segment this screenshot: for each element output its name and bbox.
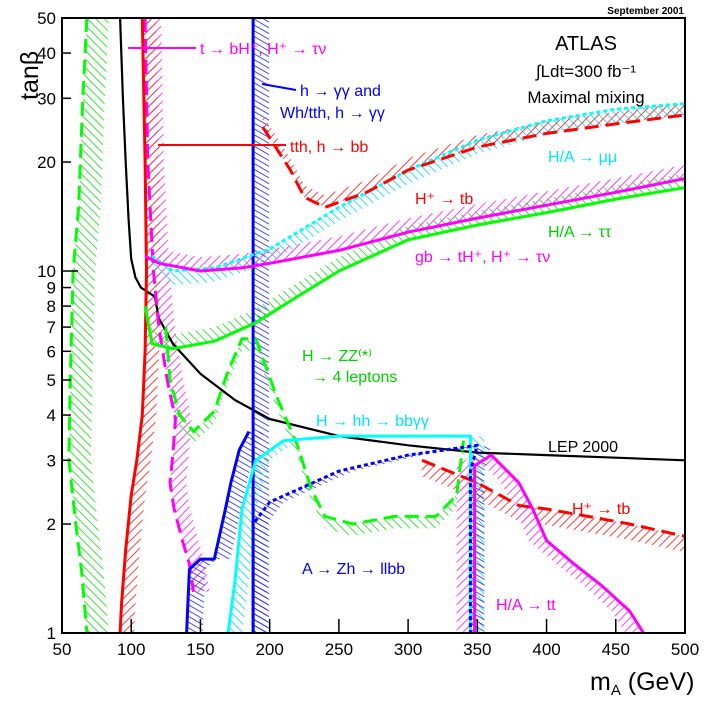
x-tick-label: 150 <box>186 640 214 659</box>
series-curve <box>185 430 251 633</box>
exclusion-hatch <box>262 102 685 208</box>
y-tick-label: 5 <box>47 371 56 390</box>
label-hhh: H → hh → bbγγ <box>316 413 429 430</box>
x-tick-label: 500 <box>671 640 699 659</box>
label-tth: tth, h → bb <box>290 139 368 156</box>
x-axis-label: mA (GeV) <box>590 668 694 699</box>
label-htb-low: H⁺ → tb <box>572 501 630 518</box>
y-tick-label: 9 <box>47 279 56 298</box>
series-curve <box>118 18 148 633</box>
y-tick-label: 6 <box>47 342 56 361</box>
label-htt: H/A → tt <box>496 597 556 614</box>
exclusion-hatch <box>186 431 265 633</box>
x-tick-label: 250 <box>325 640 353 659</box>
scenario-label: Maximal mixing <box>527 88 644 107</box>
y-tick-label: 40 <box>37 44 56 63</box>
label-t-bh: t → bH⁺, H⁺ → τν <box>200 41 326 58</box>
x-tick-label: 400 <box>532 640 560 659</box>
y-tick-label: 50 <box>37 9 56 28</box>
y-tick-label: 1 <box>47 624 56 643</box>
exclusion-hatch <box>253 445 492 633</box>
series-curve <box>144 177 685 273</box>
y-tick-label: 7 <box>47 318 56 337</box>
exclusion-hatch <box>145 173 685 349</box>
label-gb: gb → tH⁺, H⁺ → τν <box>415 249 550 266</box>
x-tick-label: 350 <box>463 640 491 659</box>
exclusion-hatch <box>120 18 161 633</box>
label-hzz-1: H → ZZ⁽*⁾ <box>302 348 372 365</box>
x-tick-label: 300 <box>394 640 422 659</box>
x-tick-label: 200 <box>255 640 283 659</box>
label-lep: LEP 2000 <box>548 439 618 456</box>
series-curve <box>473 453 645 633</box>
y-tick-label: 4 <box>47 406 56 425</box>
series-curve <box>143 18 195 593</box>
plot-frame <box>61 17 686 634</box>
label-azh: A → Zh → llbb <box>302 561 405 578</box>
exclusion-hatch <box>145 164 685 271</box>
experiment-label: ATLAS <box>555 33 617 55</box>
y-tick-label: 3 <box>47 451 56 470</box>
series-curve <box>251 443 479 633</box>
series-curve <box>261 113 685 209</box>
label-hmumu: H/A → μμ <box>548 149 617 166</box>
series-curve <box>226 434 472 633</box>
x-tick-label: 450 <box>602 640 630 659</box>
exclusion-hatch <box>145 18 210 592</box>
label-htautau: H/A → ττ <box>548 224 612 241</box>
y-tick-label: 2 <box>47 515 56 534</box>
label-h-gg-1: h → γγ and <box>300 83 381 100</box>
exclusion-hatch <box>422 460 685 553</box>
series-curve <box>421 458 685 538</box>
exclusion-hatch <box>68 18 109 633</box>
y-tick-label: 30 <box>37 89 56 108</box>
label-hzz-2: → 4 leptons <box>312 369 397 386</box>
y-tick-label: 20 <box>37 153 56 172</box>
x-tick-label: 50 <box>53 640 72 659</box>
date-note: September 2001 <box>607 6 684 17</box>
luminosity-label: ∫Ldt=300 fb⁻¹ <box>535 62 636 81</box>
x-tick-label: 100 <box>117 640 145 659</box>
series-curve <box>143 186 685 351</box>
label-h-gg-2: Wh/tth, h → γγ <box>280 105 385 122</box>
label-htb-high: H⁺ → tb <box>415 191 473 208</box>
y-tick-label: 10 <box>37 262 56 281</box>
y-axis-label: tanβ <box>16 51 44 100</box>
y-tick-label: 8 <box>47 297 56 316</box>
series-curve <box>164 326 465 526</box>
